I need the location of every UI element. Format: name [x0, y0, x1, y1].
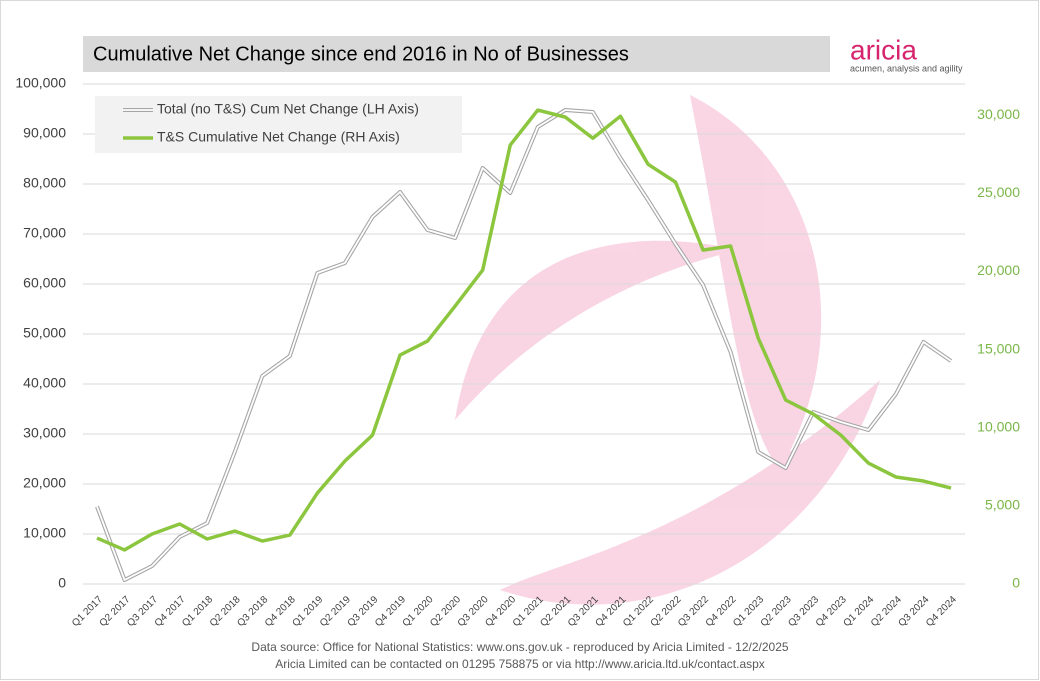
footer-line: Aricia Limited can be contacted on 01295…: [275, 657, 765, 671]
y-tick-label: 0: [58, 575, 66, 591]
y2-tick-label: 0: [1012, 575, 1020, 591]
y2-tick-label: 25,000: [977, 184, 1020, 200]
y-tick-label: 100,000: [15, 75, 66, 91]
legend-label: Total (no T&S) Cum Net Change (LH Axis): [157, 101, 419, 117]
y-tick-label: 40,000: [23, 375, 66, 391]
y2-tick-label: 5,000: [985, 497, 1020, 513]
y-tick-label: 50,000: [23, 325, 66, 341]
y2-tick-label: 20,000: [977, 262, 1020, 278]
y-tick-label: 30,000: [23, 425, 66, 441]
y2-tick-label: 10,000: [977, 418, 1020, 434]
legend-box: [95, 96, 462, 153]
y-tick-label: 20,000: [23, 475, 66, 491]
y2-tick-label: 30,000: [977, 106, 1020, 122]
footer-line: Data source: Office for National Statist…: [251, 640, 788, 654]
series-line-inner: [96, 109, 952, 581]
logo-tagline: acumen, analysis and agility: [850, 63, 963, 73]
logo-name: aricia: [850, 34, 917, 65]
y-tick-label: 80,000: [23, 175, 66, 191]
y-tick-label: 70,000: [23, 225, 66, 241]
title-box: [83, 36, 830, 72]
legend-label: T&S Cumulative Net Change (RH Axis): [157, 129, 400, 145]
y-tick-label: 10,000: [23, 525, 66, 541]
series-line: [96, 108, 952, 552]
chart-title: Cumulative Net Change since end 2016 in …: [93, 43, 629, 65]
y2-tick-label: 15,000: [977, 340, 1020, 356]
y-tick-label: 60,000: [23, 275, 66, 291]
y-tick-label: 90,000: [23, 125, 66, 141]
watermark: [455, 95, 880, 605]
